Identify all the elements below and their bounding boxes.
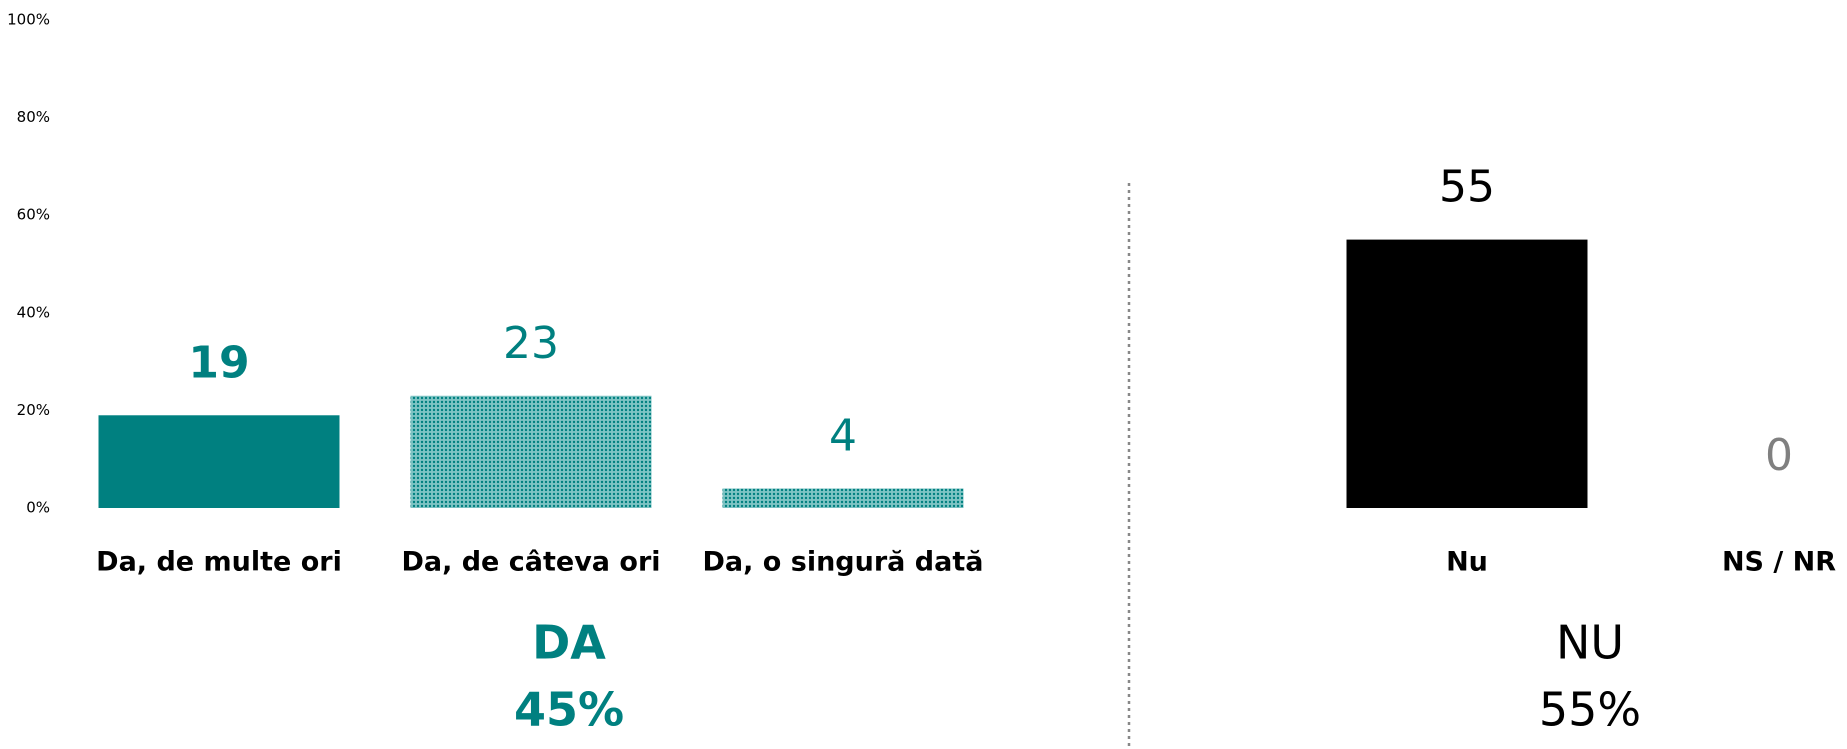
y-tick-label: 60% (17, 206, 50, 224)
y-tick-label: 80% (17, 108, 50, 126)
data-label: 0 (1765, 430, 1793, 481)
data-label: 4 (829, 410, 857, 461)
x-tick-label: Da, o singură dată (703, 547, 984, 578)
y-tick-label: 0% (26, 499, 50, 517)
group-total: 45% (514, 683, 624, 737)
x-tick-label: Da, de multe ori (96, 547, 342, 578)
x-tick-label: NS / NR (1722, 547, 1836, 578)
data-label: 55 (1439, 162, 1495, 213)
y-tick-label: 40% (17, 303, 50, 321)
data-label: 23 (503, 318, 559, 369)
group-label: DA (532, 616, 606, 670)
group-total: 55% (1539, 683, 1641, 737)
y-tick-label: 100% (7, 11, 50, 29)
x-tick-label: Nu (1446, 547, 1488, 578)
x-tick-label: Da, de câteva ori (401, 547, 660, 578)
y-tick-label: 20% (17, 401, 50, 419)
bar (722, 488, 964, 508)
group-label: NU (1556, 616, 1624, 670)
bar (98, 415, 340, 508)
data-label: 19 (188, 337, 249, 388)
bar (1346, 239, 1588, 508)
bar (410, 395, 652, 508)
